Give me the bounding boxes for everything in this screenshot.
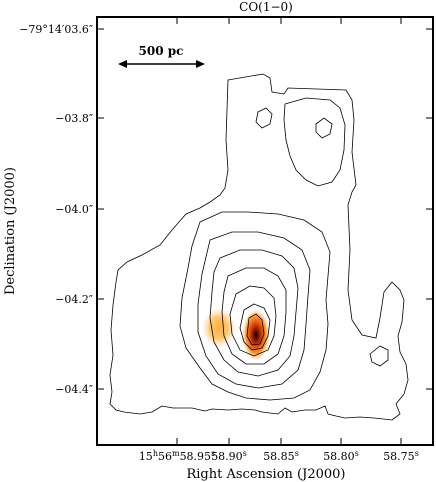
y-tick-label-1: −79°14′03.6″	[19, 23, 93, 36]
scale-bar-label: 500 pc	[139, 44, 184, 58]
scale-bar-arrow-right	[196, 60, 205, 68]
secondary-emission-blob	[202, 308, 236, 348]
contour-lines	[109, 73, 409, 421]
emission-image	[202, 308, 270, 361]
y-tick-label-5: −04.4″	[55, 383, 93, 396]
contour-level-5	[221, 267, 287, 365]
contour-level-6	[229, 285, 277, 357]
scale-bar: 500 pc	[118, 44, 205, 68]
x-tick-label-3: 58.85s	[263, 449, 299, 463]
contour-level-2	[179, 211, 331, 401]
contour-level-3	[197, 231, 311, 389]
y-tick-label-3: −04.0″	[55, 203, 93, 216]
x-tick-label-1: 15h56m58.95s	[139, 449, 215, 463]
contour-level-7	[239, 303, 271, 351]
x-tick-label-4: 58.80s	[323, 449, 359, 463]
x-tick-label-2: 58.90s	[211, 449, 247, 463]
contour-small-left	[255, 107, 273, 129]
plot-title: CO(1−0)	[239, 0, 293, 14]
contour-small-right	[315, 117, 333, 139]
plot-frame	[96, 16, 434, 446]
scale-bar-arrow-left	[118, 60, 127, 68]
contour-level-4	[209, 249, 299, 377]
contour-island-top	[283, 97, 346, 187]
x-tick-label-5: 58.75s	[383, 449, 419, 463]
y-axis-title: Declination (J2000)	[3, 167, 18, 295]
contour-level-1	[109, 73, 409, 421]
contour-island-right	[369, 345, 389, 367]
x-axis-title: Right Ascension (J2000)	[186, 467, 345, 482]
y-tick-label-4: −04.2″	[55, 293, 93, 306]
y-tick-label-2: −03.8″	[55, 112, 93, 125]
x-axis: 15h56m58.95s 58.90s 58.85s 58.80s 58.75s…	[139, 17, 419, 482]
peak-emission-core	[242, 309, 270, 361]
contour-level-8	[246, 313, 265, 346]
y-axis: −79°14′03.6″ −03.8″ −04.0″ −04.2″ −04.4″…	[3, 23, 433, 396]
